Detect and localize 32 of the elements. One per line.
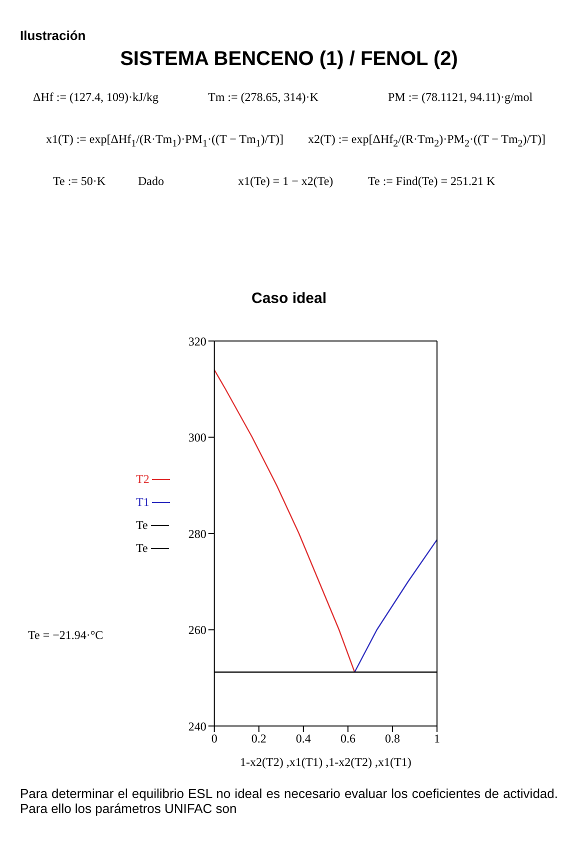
- text: x2(T) := exp[ΔHf$_{2}$/(R·Tm$_{2}$)·PM$_{2}$·((T − Tm$_{2}$)/T)]: [308, 132, 546, 150]
- line-series: [354, 539, 437, 673]
- y-tick-label: 300: [188, 430, 206, 445]
- y-tick-label: 260: [188, 623, 206, 638]
- text: SISTEMA BENCENO (1) / FENOL (2): [119, 48, 459, 71]
- text: Ilustración: [20, 28, 86, 43]
- text: Tm := (278.65, 314)·K: [208, 90, 318, 105]
- y-tick-label: 240: [188, 719, 206, 734]
- x-tick-label: 0.6: [340, 732, 356, 746]
- x-tick-label: 0.2: [251, 732, 266, 746]
- x-tick-label: 0.4: [296, 732, 311, 746]
- x-tick-label: 1: [434, 732, 440, 746]
- text: Te = −21.94·°C: [28, 628, 104, 643]
- legend-label: T2: [136, 472, 150, 487]
- text: ΔHf := (127.4, 109)·kJ/kg: [33, 90, 158, 105]
- chart-title: Caso ideal: [250, 290, 328, 307]
- x-axis-title: 1-x2(T2) ,x1(T1) ,1-x2(T2) ,x1(T1): [240, 755, 412, 769]
- text: Dado: [138, 174, 164, 189]
- text: PM := (78.1121, 94.11)·g/mol: [388, 90, 533, 105]
- text: x1(Te) = 1 − x2(Te): [238, 174, 334, 189]
- line-series: [214, 369, 356, 673]
- x-tick-label: 0.8: [384, 732, 400, 746]
- x-tick-label: 0: [211, 732, 218, 746]
- legend-label: Te: [136, 518, 148, 533]
- text: x1(T) := exp[ΔHf$_{1}$/(R·Tm$_{1}$)·PM$_{1}$·((T − Tm$_{1}$)/T)]: [46, 132, 284, 150]
- text: Te := 50·K: [53, 174, 106, 189]
- y-tick-label: 320: [188, 334, 206, 348]
- legend-label: T1: [136, 495, 150, 510]
- legend-label: Te: [136, 541, 148, 556]
- text: Para determinar el equilibrio ESL no ideal es necesario evaluar los coeficientes de actividad. Para ello los parámetros UNIFAC son: [20, 786, 558, 816]
- y-tick-label: 280: [188, 526, 206, 541]
- text: Te := Find(Te) = 251.21 K: [368, 174, 496, 189]
